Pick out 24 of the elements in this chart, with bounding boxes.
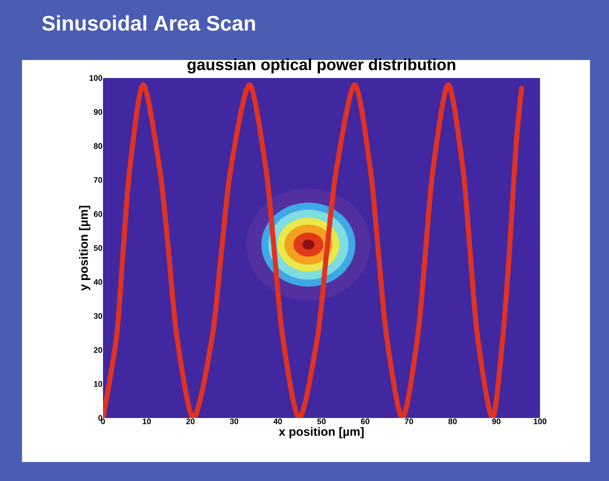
x-tick-label: 30: [230, 418, 238, 424]
x-axis-title: x position [µm]: [278, 427, 364, 438]
y-tick-label: 80: [94, 143, 102, 149]
y-tick-label: 40: [94, 279, 102, 285]
y-tick-label: 70: [94, 177, 102, 183]
x-tick-label: 70: [404, 418, 414, 424]
y-tick-label: 20: [94, 347, 102, 353]
x-tick-label: 90: [492, 418, 500, 424]
chart-title: Sinusoidal Area Scan: [42, 15, 255, 31]
x-tick-label: 50: [317, 418, 326, 424]
y-tick-label: 60: [94, 211, 102, 217]
x-tick-label: 80: [448, 418, 457, 424]
x-tick-label: 100: [534, 418, 546, 424]
y-tick-label: 90: [94, 109, 102, 115]
y-tick-label: 10: [94, 381, 102, 387]
x-tick-label: 20: [186, 418, 195, 424]
x-tick-label: 40: [273, 418, 282, 424]
y-tick-label: 30: [94, 313, 102, 319]
y-tick-label: 100: [90, 75, 102, 81]
y-tick-label: 50: [94, 245, 102, 251]
chart-subtitle: gaussian optical power distribution: [187, 58, 456, 74]
y-axis-title: y position [µm]: [79, 206, 90, 291]
x-tick-label: 60: [361, 418, 370, 424]
x-tick-label: 10: [142, 418, 151, 424]
